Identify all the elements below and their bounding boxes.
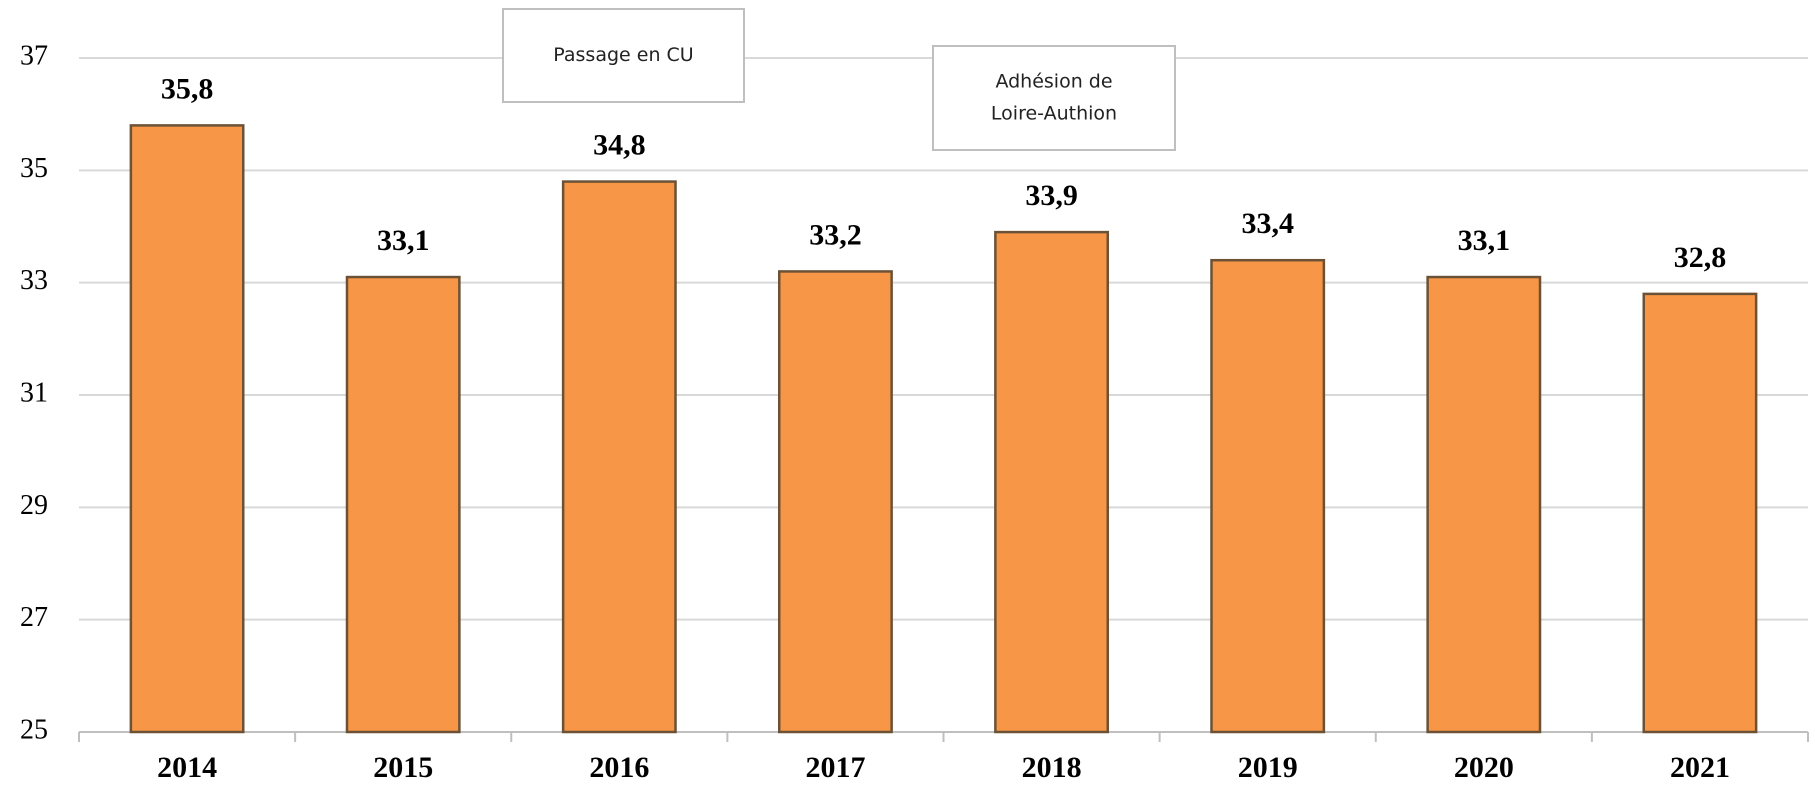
bar: [561, 180, 677, 734]
bar: [129, 124, 245, 734]
annotation-text: Loire-Authion: [991, 103, 1117, 125]
data-label: 32,8: [1674, 241, 1727, 274]
bar: [1210, 258, 1326, 734]
y-tick-label: 37: [20, 40, 48, 71]
data-label: 35,8: [161, 72, 214, 105]
y-tick-label: 31: [20, 377, 48, 408]
x-tick-label: 2019: [1238, 751, 1298, 784]
bar: [994, 230, 1110, 734]
bar: [777, 270, 893, 734]
x-tick-label: 2018: [1022, 751, 1082, 784]
bar: [345, 275, 461, 734]
y-tick-label: 35: [20, 153, 48, 184]
x-tick-label: 2021: [1670, 751, 1730, 784]
data-label: 33,1: [377, 224, 430, 257]
annotation-text: Adhésion de: [995, 71, 1112, 93]
data-label: 34,8: [593, 128, 646, 161]
data-label: 33,1: [1458, 224, 1511, 257]
x-tick-label: 2017: [805, 751, 865, 784]
x-tick-label: 2015: [373, 751, 433, 784]
y-tick-label: 29: [20, 490, 48, 521]
annotation-text: Passage en CU: [553, 44, 693, 66]
annotation-box: [502, 8, 745, 103]
data-label: 33,2: [809, 218, 862, 251]
data-label: 33,9: [1025, 179, 1078, 212]
x-tick-label: 2014: [157, 751, 217, 784]
y-tick-label: 25: [20, 714, 48, 745]
annotation-box: [932, 45, 1176, 151]
bar: [1426, 275, 1542, 734]
y-tick-label: 33: [20, 265, 48, 296]
bar: [1642, 292, 1758, 734]
data-label: 33,4: [1241, 207, 1294, 240]
x-tick-label: 2020: [1454, 751, 1514, 784]
x-tick-label: 2016: [589, 751, 649, 784]
y-tick-label: 27: [20, 602, 48, 633]
